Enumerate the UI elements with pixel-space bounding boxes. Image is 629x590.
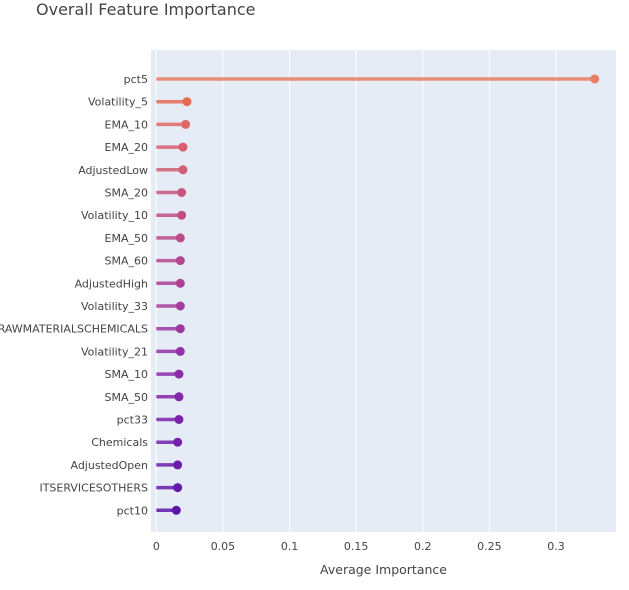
x-tick-label: 0 xyxy=(153,540,160,553)
lollipop-marks xyxy=(156,74,600,515)
y-tick-label: AdjustedOpen xyxy=(70,459,148,472)
x-tick-label: 0.05 xyxy=(211,540,236,553)
y-tick-label: Volatility_10 xyxy=(81,209,148,222)
y-tick-label: Chemicals xyxy=(91,436,148,449)
y-tick-label: ITSERVICESOTHERS xyxy=(39,482,148,495)
lollipop-point xyxy=(177,188,187,197)
x-tick-label: 0.1 xyxy=(281,540,299,553)
y-tick-label: pct33 xyxy=(117,414,148,427)
x-axis-title: Average Importance xyxy=(320,562,447,577)
y-tick-label: AdjustedLow xyxy=(78,164,148,177)
lollipop-point xyxy=(175,233,185,243)
y-tick-label: EMA_10 xyxy=(105,118,148,131)
lollipop-point xyxy=(182,97,192,107)
x-tick-label: 0.25 xyxy=(477,540,502,553)
y-tick-label: RAWMATERIALSCHEMICALS xyxy=(0,323,148,336)
x-tick-label: 0.15 xyxy=(344,540,369,553)
y-tick-labels: pct5 Volatility_5 EMA_10 EMA_20 AdjustedLow S… xyxy=(0,73,148,517)
lollipop-point xyxy=(174,392,184,402)
lollipop-point xyxy=(181,119,191,129)
lollipop-point xyxy=(175,346,185,356)
y-tick-label: Volatility_5 xyxy=(88,96,148,109)
y-tick-label: SMA_20 xyxy=(105,187,149,200)
x-tick-label: 0.3 xyxy=(547,540,565,553)
lollipop-point xyxy=(177,210,187,220)
x-tick-labels: 0 0.05 0.1 0.15 0.2 0.25 0.3 xyxy=(153,540,565,553)
y-tick-label: EMA_50 xyxy=(105,232,148,245)
lollipop-point xyxy=(173,460,183,470)
grid-lines xyxy=(155,50,557,532)
lollipop-point xyxy=(590,74,600,84)
y-tick-label: EMA_20 xyxy=(105,141,148,154)
y-tick-label: Volatility_33 xyxy=(81,300,148,313)
lollipop-point xyxy=(171,505,181,515)
y-tick-label: AdjustedHigh xyxy=(75,277,148,290)
x-tick-label: 0.2 xyxy=(414,540,432,553)
lollipop-point xyxy=(174,369,184,379)
lollipop-point xyxy=(178,142,188,152)
y-tick-label: SMA_60 xyxy=(105,255,149,268)
y-tick-label: SMA_50 xyxy=(105,391,149,404)
lollipop-point xyxy=(173,437,183,447)
lollipop-point xyxy=(173,483,183,493)
y-tick-label: pct10 xyxy=(117,504,148,517)
lollipop-point xyxy=(174,415,184,424)
lollipop-point xyxy=(175,301,185,311)
lollipop-point xyxy=(178,165,188,175)
y-tick-label: SMA_10 xyxy=(105,368,149,381)
lollipop-point xyxy=(175,278,185,288)
lollipop-point xyxy=(175,324,185,334)
lollipop-point xyxy=(175,256,185,266)
y-tick-label: Volatility_21 xyxy=(81,345,148,358)
y-tick-label: pct5 xyxy=(124,73,148,86)
chart-title: Overall Feature Importance xyxy=(36,0,256,19)
plot-background xyxy=(151,50,616,532)
